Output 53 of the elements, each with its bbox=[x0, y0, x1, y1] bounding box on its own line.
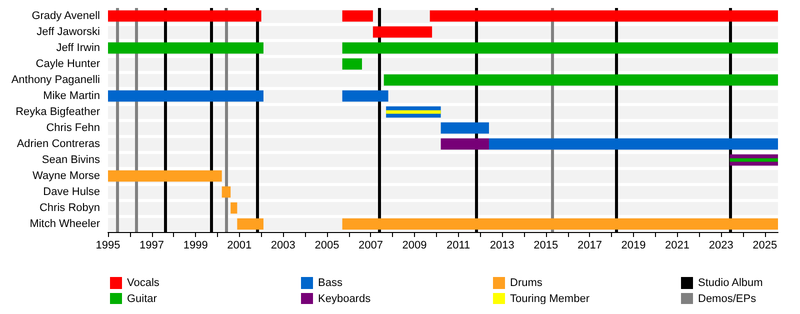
legend-label: Vocals bbox=[127, 277, 160, 289]
bar bbox=[108, 10, 262, 22]
bar bbox=[372, 26, 432, 38]
y-tick-label: Jeff Jaworski bbox=[36, 26, 100, 38]
y-tick-label: Dave Hulse bbox=[43, 186, 100, 198]
x-tick-label: 2011 bbox=[446, 240, 470, 252]
x-tick-label: 1999 bbox=[183, 240, 208, 252]
x-tick-label: 2019 bbox=[621, 240, 646, 252]
y-tick-label: Anthony Paganelli bbox=[11, 74, 100, 86]
bar bbox=[386, 110, 441, 114]
bar bbox=[730, 158, 778, 162]
bar bbox=[342, 10, 373, 22]
legend-label: Demos/EPs bbox=[698, 293, 757, 305]
legend-label: Guitar bbox=[127, 293, 158, 305]
x-tick-label: 2015 bbox=[534, 240, 558, 252]
bar bbox=[108, 170, 222, 182]
y-tick-label: Reyka Bigfeather bbox=[16, 106, 100, 118]
legend-label: Studio Album bbox=[698, 277, 763, 289]
x-tick-label: 2021 bbox=[665, 240, 690, 252]
y-tick-label: Chris Fehn bbox=[46, 122, 100, 134]
x-tick-label: 1995 bbox=[96, 240, 120, 252]
bar bbox=[342, 58, 362, 70]
x-tick-label: 2017 bbox=[577, 240, 602, 252]
y-tick-label: Jeff Irwin bbox=[56, 42, 100, 54]
x-tick-label: 2001 bbox=[227, 240, 252, 252]
bar bbox=[440, 138, 489, 150]
bar bbox=[108, 90, 264, 102]
x-tick-label: 2009 bbox=[402, 240, 427, 252]
y-tick-label: Mitch Wheeler bbox=[30, 218, 100, 230]
x-tick-label: 2025 bbox=[752, 240, 778, 252]
bar bbox=[108, 42, 264, 54]
x-tick-label: 2007 bbox=[358, 240, 383, 252]
y-tick-label: Wayne Morse bbox=[32, 170, 100, 182]
y-tick-label: Sean Bivins bbox=[42, 154, 100, 166]
y-tick-label: Mike Martin bbox=[43, 90, 100, 102]
y-tick-label: Grady Avenell bbox=[32, 10, 100, 22]
legend-label: Keyboards bbox=[318, 293, 372, 305]
legend-label: Touring Member bbox=[510, 293, 590, 305]
legend-label: Bass bbox=[318, 277, 343, 289]
bar bbox=[440, 122, 489, 134]
x-tick-label: 2003 bbox=[270, 240, 296, 252]
bar bbox=[230, 202, 238, 214]
x-tick-label: 2005 bbox=[314, 240, 340, 252]
x-tick-label: 2013 bbox=[490, 240, 514, 252]
x-tick-label: 2023 bbox=[708, 240, 734, 252]
bar bbox=[222, 186, 231, 198]
y-tick-label: Adrien Contreras bbox=[16, 138, 100, 150]
y-tick-label: Cayle Hunter bbox=[36, 58, 100, 70]
y-tick-label: Chris Robyn bbox=[39, 202, 100, 214]
legend-label: Drums bbox=[510, 277, 543, 289]
bar bbox=[342, 90, 388, 102]
bar bbox=[237, 218, 264, 230]
x-tick-label: 1997 bbox=[140, 240, 164, 252]
